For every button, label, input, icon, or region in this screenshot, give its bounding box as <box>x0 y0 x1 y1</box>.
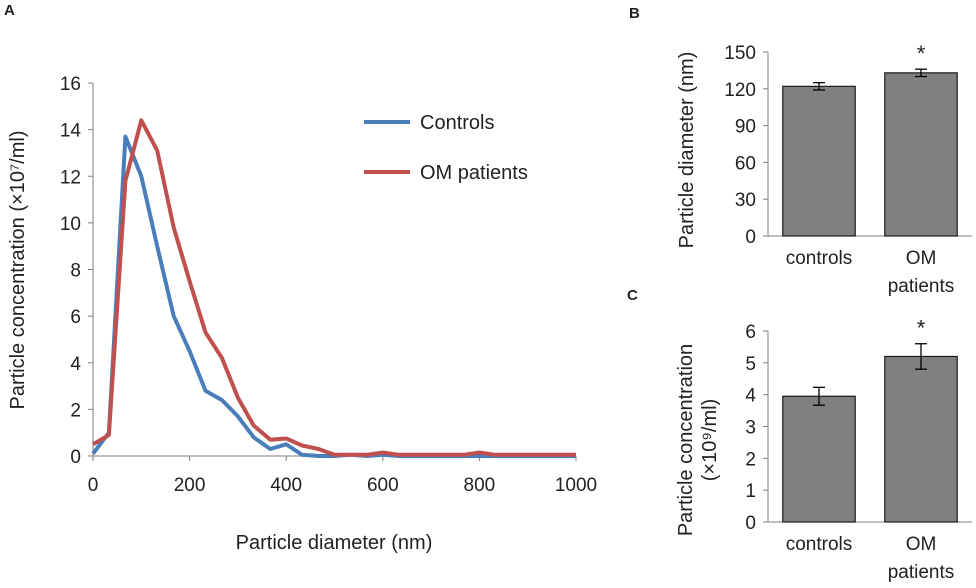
series-line-om-patients <box>91 118 576 457</box>
panel-a-y-tick-label: 2 <box>70 400 81 421</box>
panel-b-y-tick-label: 30 <box>735 190 756 211</box>
panel-b: B 0 30 60 90 120 150 controls * OM patients Parti… <box>629 5 972 297</box>
panel-a-x-tick-label: 600 <box>367 475 399 496</box>
panel-c-y-axis-label-line2: (×10⁹/ml) <box>699 399 721 481</box>
panel-a-y-tick-label: 10 <box>60 214 81 235</box>
panel-c-y-tick-label: 0 <box>745 513 756 534</box>
panel-a-y-tick-label: 14 <box>60 121 82 142</box>
panel-b-y-tick-label: 150 <box>724 43 756 64</box>
panel-b-significance-mark: * <box>917 41 926 66</box>
panel-c-x-tick-label: controls <box>786 534 853 555</box>
panel-a-y-tick-label: 8 <box>70 261 81 282</box>
panel-a-y-tick-label: 12 <box>60 167 81 188</box>
panel-c-y-tick-label: 4 <box>745 386 756 407</box>
panel-b-y-tick-label: 120 <box>724 80 756 101</box>
panel-b-y-tick-label: 90 <box>735 117 756 138</box>
legend-label-controls: Controls <box>420 112 494 134</box>
panel-b-x-tick-label: OM <box>906 248 937 269</box>
panel-c-label: C <box>627 287 638 304</box>
panel-b-bar-controls <box>782 85 856 237</box>
panel-c: C 0 1 2 3 4 5 6 controls * OM patients Particle co… <box>627 287 972 583</box>
panel-a-y-tick-label: 4 <box>70 354 81 375</box>
panel-b-y-tick-label: 0 <box>745 227 756 248</box>
panel-c-bar-om-patients <box>884 355 958 523</box>
panel-b-y-axis-label: Particle diameter (nm) <box>676 52 698 249</box>
panel-a-x-axis-label: Particle diameter (nm) <box>236 532 433 554</box>
panel-a: A 0 2 4 6 8 10 12 14 16 0 200 400 600 800 1000 Particl… <box>4 2 597 554</box>
panel-b-label: B <box>629 5 640 22</box>
legend-label-om-patients: OM patients <box>420 162 528 184</box>
panel-c-y-tick-label: 6 <box>745 322 756 343</box>
panel-c-significance-mark: * <box>917 316 926 341</box>
panel-b-y-tick-label: 60 <box>735 153 756 174</box>
panel-a-y-tick-label: 0 <box>70 447 81 468</box>
panel-a-x-tick-label: 1000 <box>555 475 597 496</box>
panel-a-y-tick-label: 16 <box>60 74 81 95</box>
panel-a-x-tick-label: 200 <box>174 475 206 496</box>
legend: Controls OM patients <box>364 112 528 184</box>
panel-a-label: A <box>4 2 15 19</box>
panel-c-x-tick-label: OM <box>906 534 937 555</box>
panel-a-y-axis-label: Particle concentration (×10⁷/ml) <box>7 130 29 409</box>
panel-c-x-tick-label: patients <box>888 562 955 583</box>
panel-c-y-axis-label-line1: Particle concentration <box>675 344 697 536</box>
panel-c-y-tick-label: 2 <box>745 449 756 470</box>
panel-a-x-tick-label: 0 <box>88 475 99 496</box>
panel-a-x-tick-label: 400 <box>270 475 302 496</box>
panel-c-y-tick-label: 1 <box>745 481 756 502</box>
panel-b-x-tick-label: patients <box>888 276 955 297</box>
panel-a-y-tick-label: 6 <box>70 307 81 328</box>
panel-b-x-tick-label: controls <box>786 248 853 269</box>
panel-a-x-tick-label: 800 <box>464 475 496 496</box>
panel-c-bar-controls <box>782 395 856 523</box>
panel-c-y-tick-label: 5 <box>745 354 756 375</box>
panel-b-bar-om-patients <box>884 72 958 237</box>
panel-c-y-tick-label: 3 <box>745 418 756 439</box>
